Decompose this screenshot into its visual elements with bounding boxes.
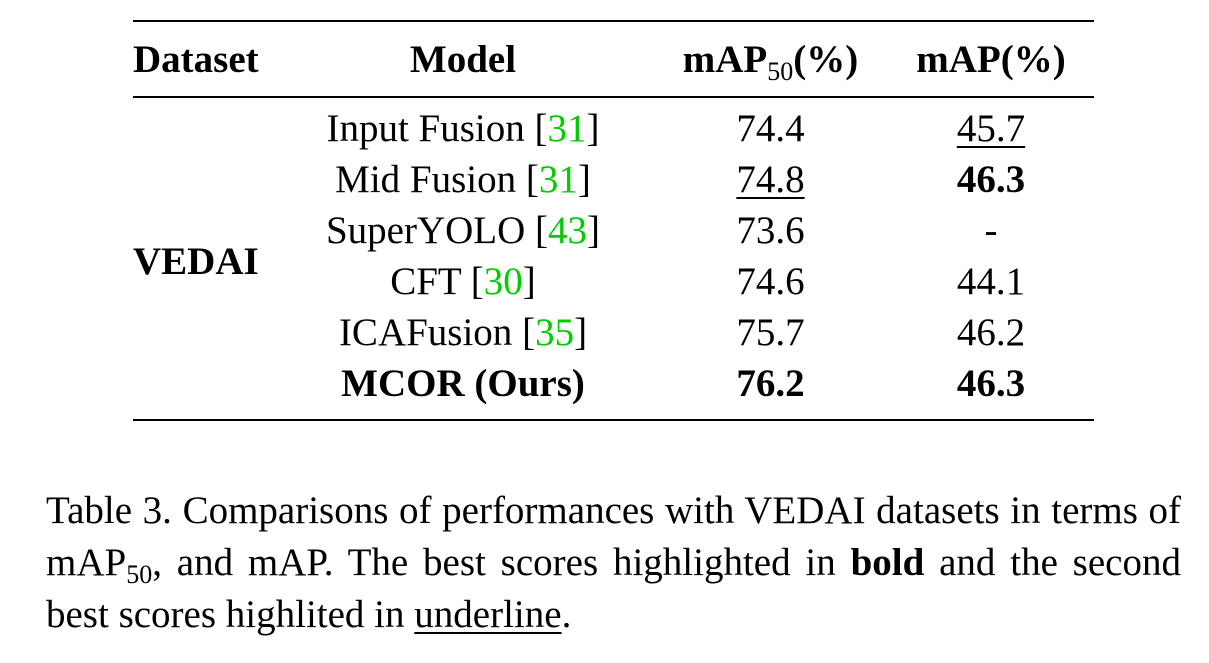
caption-bold-word: bold — [850, 541, 925, 584]
model-cell: CFT [30] — [390, 260, 536, 303]
table-row: CFT [30] 74.6 44.1 — [133, 256, 1094, 307]
table-caption: Table 3. Comparisons of performances wit… — [46, 485, 1181, 641]
map50-cell: 75.7 — [736, 311, 805, 354]
header-model: Model — [409, 37, 517, 81]
caption-text-1: Table 3. Comparisons of performances wit… — [46, 489, 1181, 584]
model-cell: SuperYOLO [43] — [325, 209, 601, 252]
header-dataset: Dataset — [133, 37, 259, 81]
map50-cell: 74.6 — [736, 260, 805, 303]
map-cell: 46.2 — [956, 311, 1026, 354]
model-name: ICAFusion — [338, 311, 513, 354]
caption-subscript: 50 — [126, 560, 153, 589]
table-row: ICAFusion [35] 75.7 46.2 — [133, 307, 1094, 358]
table-row: VEDAI Input Fusion [31] 74.4 45.7 — [133, 97, 1094, 283]
model-name: Input Fusion — [326, 107, 525, 150]
map-cell: 46.3 — [956, 362, 1026, 405]
table-header-row: Dataset Model mAP50(%) mAP(%) — [133, 21, 1094, 97]
citation-link[interactable]: 31 — [538, 158, 578, 201]
table-row-ours: MCOR (Ours) 76.2 46.3 — [133, 358, 1094, 420]
map-cell: - — [984, 209, 998, 252]
header-map50-unit: (%) — [793, 37, 859, 81]
header-map50-subscript: 50 — [767, 56, 794, 86]
results-table: Dataset Model mAP50(%) mAP(%) VEDAI Inpu… — [133, 20, 1094, 421]
header-map50: mAP50(%) — [653, 21, 888, 97]
header-map50-label: mAP — [682, 37, 768, 81]
model-name: Mid Fusion — [335, 158, 517, 201]
citation-link[interactable]: 35 — [535, 311, 575, 354]
model-cell: Input Fusion [31] — [326, 107, 600, 150]
table-row: SuperYOLO [43] 73.6 - — [133, 205, 1094, 256]
citation-link[interactable]: 31 — [547, 107, 587, 150]
caption-text-2: , and mAP. The best scores highlighted i… — [152, 541, 851, 584]
model-cell: MCOR (Ours) — [341, 362, 585, 405]
caption-text-3: and the second best scores highlited in — [46, 541, 1181, 636]
caption-underline-word: underline — [414, 593, 562, 636]
results-table-container: Dataset Model mAP50(%) mAP(%) VEDAI Inpu… — [133, 20, 1094, 421]
map50-value: 74.8 — [736, 158, 805, 201]
model-name: CFT — [390, 260, 462, 303]
caption-text-4: . — [561, 593, 572, 636]
model-cell: Mid Fusion [31] — [335, 158, 591, 201]
dataset-cell: VEDAI — [133, 239, 259, 283]
map50-cell: 73.6 — [736, 209, 805, 252]
map-cell: 45.7 — [956, 107, 1026, 150]
map50-cell: 76.2 — [736, 362, 805, 405]
header-map: mAP(%) — [916, 37, 1066, 81]
table-row: Mid Fusion [31] 74.8 46.3 — [133, 154, 1094, 205]
map-cell: 46.3 — [956, 158, 1026, 201]
map50-cell: 74.4 — [736, 107, 805, 150]
model-cell: ICAFusion [35] — [338, 311, 588, 354]
citation-link[interactable]: 43 — [548, 209, 588, 252]
model-name: SuperYOLO — [325, 209, 526, 252]
map50-cell: 74.8 — [653, 154, 888, 205]
citation-link[interactable]: 30 — [483, 260, 523, 303]
map-cell: 44.1 — [956, 260, 1026, 303]
